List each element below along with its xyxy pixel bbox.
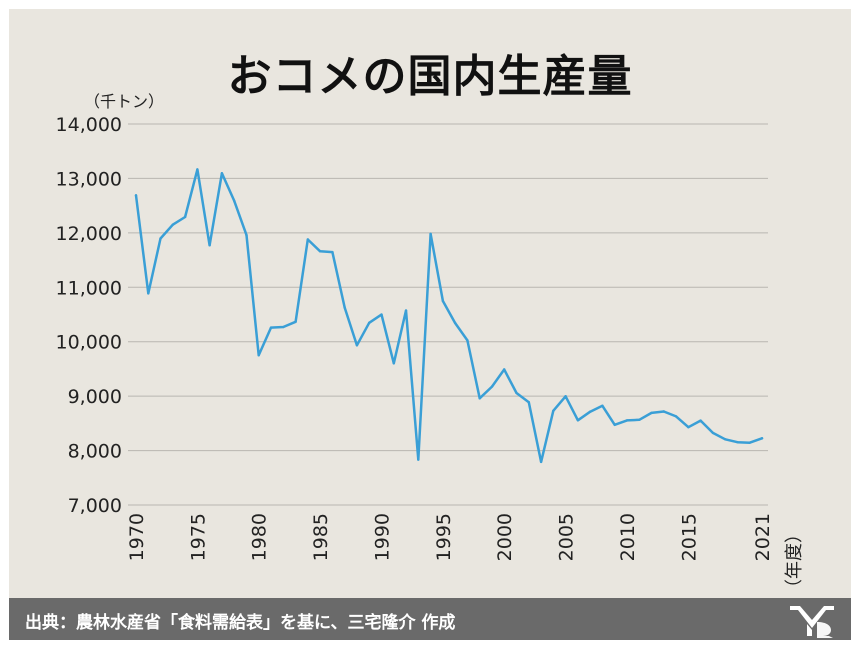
data-point: [662, 410, 666, 413]
y-tick-label: 13,000: [56, 168, 122, 190]
chart-title: おコメの国内生産量: [227, 51, 633, 102]
data-point: [282, 325, 285, 329]
series-line-0: [134, 168, 764, 464]
data-point: [417, 458, 420, 461]
source-note: 出典：農林水産省「食料需給表」を基に、三宅隆介 作成: [25, 613, 456, 633]
data-point: [147, 292, 150, 295]
data-point: [306, 238, 310, 241]
data-point: [638, 418, 641, 421]
y-tick-label: 12,000: [56, 223, 122, 245]
x-axis-ticks: 1970 1975 1980 1985 1990 1995 2000 2005 2010 2015…: [126, 513, 774, 561]
data-point: [601, 404, 604, 407]
data-point: [245, 233, 248, 237]
data-point: [539, 460, 543, 464]
line-chart: 7,000 8,000 9,000 10,000 11,000 12,000 13,000 1…: [56, 114, 805, 597]
y-tick-label: 9,000: [68, 386, 122, 408]
data-point: [134, 194, 138, 197]
data-point: [736, 440, 739, 444]
x-tick-label: 2021: [752, 513, 774, 561]
x-tick-label: 2000: [494, 513, 516, 561]
data-point: [490, 385, 494, 388]
data-point: [208, 244, 211, 247]
data-point: [723, 438, 727, 441]
data-point: [503, 368, 506, 371]
x-tick-label: 1990: [371, 513, 393, 561]
y-axis-ticks: 7,000 8,000 9,000 10,000 11,000 12,000 13,000 1…: [56, 114, 122, 517]
x-tick-label: 1980: [249, 513, 271, 561]
data-point: [183, 215, 187, 219]
y-tick-label: 10,000: [56, 332, 122, 354]
data-point: [404, 309, 408, 312]
data-point: [527, 400, 530, 404]
data-point: [466, 339, 469, 342]
data-point: [220, 172, 224, 175]
data-point: [613, 423, 616, 426]
y-tick-label: 14,000: [56, 114, 122, 136]
data-point: [748, 441, 751, 444]
y-axis-unit-label: （千トン）: [84, 92, 165, 111]
data-point: [196, 168, 199, 171]
data-point: [368, 321, 371, 325]
x-tick-label: 1985: [310, 513, 332, 561]
data-point: [687, 426, 690, 429]
x-tick-label: 2005: [556, 513, 578, 561]
data-point: [515, 391, 518, 395]
data-point: [171, 223, 175, 226]
data-point: [650, 411, 653, 415]
x-axis-label: （年度）: [784, 525, 805, 597]
x-tick-label: 2010: [617, 513, 639, 561]
series-layer: [134, 168, 764, 464]
chart-background: [9, 9, 851, 640]
data-point: [552, 409, 555, 413]
data-point: [576, 419, 580, 422]
data-point: [318, 250, 322, 253]
data-point: [564, 395, 567, 398]
data-point: [760, 437, 764, 440]
data-point: [699, 419, 702, 422]
data-point: [711, 431, 715, 435]
x-tick-label: 1995: [433, 513, 455, 561]
data-point: [625, 419, 629, 422]
x-tick-label: 1970: [126, 513, 148, 561]
data-point: [380, 313, 383, 316]
gridlines: [128, 123, 768, 506]
data-point: [331, 250, 334, 254]
x-axis-unit-label: （年度）: [784, 525, 805, 597]
x-tick-label: 1975: [187, 513, 209, 561]
data-point: [355, 344, 359, 347]
data-point: [257, 354, 260, 357]
data-point: [159, 237, 162, 240]
data-point: [294, 320, 297, 323]
y-tick-label: 7,000: [68, 495, 122, 517]
data-point: [343, 306, 346, 309]
data-point: [429, 232, 432, 236]
y-tick-label: 11,000: [56, 277, 122, 299]
source-footer: 出典：農林水産省「食料需給表」を基に、三宅隆介 作成: [9, 598, 851, 640]
x-tick-label: 2015: [678, 513, 700, 561]
y-tick-label: 8,000: [68, 441, 122, 463]
data-point: [674, 415, 678, 418]
data-point: [232, 199, 236, 202]
data-point: [269, 326, 273, 329]
brand-logo-icon: [790, 606, 834, 638]
data-point: [478, 397, 481, 400]
data-point: [588, 410, 592, 413]
data-point: [392, 362, 395, 365]
data-point: [441, 299, 445, 303]
data-point: [453, 321, 457, 325]
